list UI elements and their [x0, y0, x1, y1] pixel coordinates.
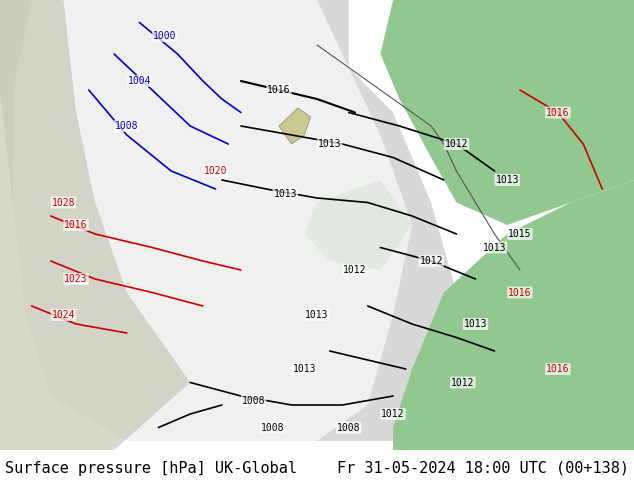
Text: 1000: 1000: [153, 31, 177, 41]
Text: 1013: 1013: [305, 310, 329, 320]
Text: 1004: 1004: [127, 76, 152, 86]
Text: 1013: 1013: [463, 319, 488, 329]
Text: 1013: 1013: [273, 189, 297, 198]
Text: 1012: 1012: [444, 139, 469, 149]
Text: 1016: 1016: [64, 220, 88, 230]
Text: 1020: 1020: [204, 166, 228, 176]
Text: 1008: 1008: [242, 395, 266, 406]
Text: 1008: 1008: [337, 422, 361, 433]
Text: Fr 31-05-2024 18:00 UTC (00+138): Fr 31-05-2024 18:00 UTC (00+138): [337, 461, 629, 475]
Polygon shape: [393, 180, 634, 450]
Text: 1012: 1012: [419, 256, 443, 266]
Polygon shape: [279, 108, 311, 144]
Text: Surface pressure [hPa] UK-Global: Surface pressure [hPa] UK-Global: [5, 461, 297, 475]
Text: 1013: 1013: [482, 243, 507, 252]
Text: 1016: 1016: [508, 288, 532, 297]
Text: 1012: 1012: [343, 265, 367, 275]
Polygon shape: [380, 0, 634, 225]
Text: 1008: 1008: [261, 422, 285, 433]
Text: 1012: 1012: [451, 377, 475, 388]
Polygon shape: [13, 0, 412, 441]
Text: 1012: 1012: [381, 409, 405, 419]
Text: 1016: 1016: [546, 364, 570, 374]
Text: 1013: 1013: [495, 175, 519, 185]
Polygon shape: [0, 0, 456, 441]
Text: 1023: 1023: [64, 274, 88, 284]
Text: 1008: 1008: [115, 121, 139, 131]
Text: 1015: 1015: [508, 229, 532, 239]
Polygon shape: [304, 180, 412, 270]
Text: 1013: 1013: [292, 364, 316, 374]
Text: 1016: 1016: [546, 107, 570, 118]
Text: 1016: 1016: [267, 85, 291, 95]
Text: 1024: 1024: [51, 310, 75, 320]
Text: 1028: 1028: [51, 197, 75, 207]
Polygon shape: [0, 0, 190, 450]
Text: 1013: 1013: [318, 139, 342, 149]
